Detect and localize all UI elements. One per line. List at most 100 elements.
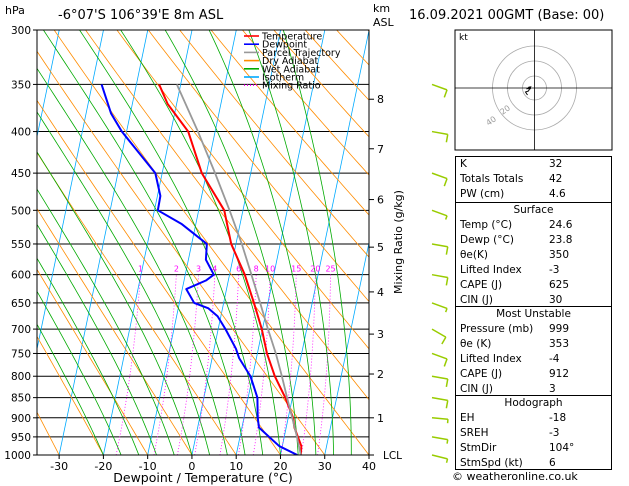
surface-row: Temp (°C) 24.6 xyxy=(456,218,611,233)
mixing-ratio-label: 2 xyxy=(174,265,179,274)
wind-barb xyxy=(431,172,448,187)
mixing-ratio-label: 10 xyxy=(265,265,275,274)
km-tick-label: 1 xyxy=(377,412,384,425)
most-unstable-value: -4 xyxy=(549,353,560,365)
x-tick-label: -30 xyxy=(50,460,68,473)
wind-barb xyxy=(431,375,449,388)
pressure-tick-label: 800 xyxy=(11,371,31,383)
index-label: PW (cm) xyxy=(460,188,505,200)
x-tick-label: 20 xyxy=(273,460,287,473)
wet-adiabat-line xyxy=(120,30,281,455)
lcl-label: LCL xyxy=(383,450,402,462)
wind-barb xyxy=(431,396,449,409)
dry-adiabat-line xyxy=(242,30,369,176)
most-unstable-label: Pressure (mb) xyxy=(460,323,534,335)
most-unstable-label: θe (K) xyxy=(460,338,492,350)
surface-table: Surface Temp (°C) 24.6 Dewp (°C) 23.8 θe(K) 3… xyxy=(455,202,612,307)
mixing-ratio-label: 20 xyxy=(310,265,320,274)
copyright-footer: © weatheronline.co.uk xyxy=(452,470,578,483)
pressure-tick-label: 900 xyxy=(11,413,31,425)
isotherm-line xyxy=(280,30,369,455)
surface-label: Temp (°C) xyxy=(460,219,513,231)
dry-adiabat-line xyxy=(37,335,104,455)
hodograph-value: 6 xyxy=(549,457,556,469)
wet-adiabat-line xyxy=(164,30,299,455)
index-row: K 32 xyxy=(456,157,611,172)
surface-row: θe(K) 350 xyxy=(456,248,611,263)
legend-label: Dry Adiabat xyxy=(262,56,319,67)
wind-barb xyxy=(431,352,448,367)
surface-label: θe(K) xyxy=(460,249,488,261)
wet-adiabat-line xyxy=(37,188,175,455)
mixing-ratio-line xyxy=(317,274,331,455)
wet-adiabat-line xyxy=(37,257,140,455)
wind-barb xyxy=(431,302,448,313)
hodograph-unit-label: kt xyxy=(459,33,468,43)
hodograph-value: 104° xyxy=(549,442,575,454)
dry-adiabat-line xyxy=(37,99,281,455)
wet-adiabat-line xyxy=(37,290,122,455)
pressure-tick-label: 350 xyxy=(11,79,31,91)
isotherm-line xyxy=(37,30,60,139)
surface-title: Surface xyxy=(513,204,554,216)
isotherm-line xyxy=(103,30,193,455)
hodograph-table-title: Hodograph xyxy=(504,397,563,409)
wind-barb xyxy=(431,454,449,463)
legend-label: Mixing Ratio xyxy=(262,81,321,92)
hodograph-row: StmDir 104° xyxy=(456,441,611,456)
pressure-tick-label: 450 xyxy=(11,168,31,180)
wind-barb xyxy=(431,273,449,286)
dry-adiabat-line xyxy=(37,50,326,455)
hodograph-row: StmSpd (kt) 6 xyxy=(456,456,611,471)
km-tick-label: 4 xyxy=(377,286,384,299)
x-tick-label: 10 xyxy=(229,460,243,473)
most-unstable-row: θe (K) 353 xyxy=(456,337,611,352)
mixing-ratio-label: 1 xyxy=(138,265,143,274)
wind-barb xyxy=(431,417,449,424)
surface-value: 30 xyxy=(549,294,563,306)
surface-row: CIN (J) 30 xyxy=(456,293,611,308)
dry-adiabat-line xyxy=(116,30,369,350)
most-unstable-value: 3 xyxy=(549,383,556,395)
wind-barb xyxy=(431,83,448,98)
wet-adiabat-line xyxy=(79,30,264,455)
km-tick-label: 7 xyxy=(377,143,384,156)
pressure-tick-label: 950 xyxy=(11,432,31,444)
asl-unit-label: ASL xyxy=(373,16,395,29)
x-tick-label: 0 xyxy=(188,460,195,473)
x-tick-label: -20 xyxy=(94,460,112,473)
legend-label: Dewpoint xyxy=(262,40,307,51)
surface-label: Lifted Index xyxy=(460,264,522,276)
most-unstable-value: 353 xyxy=(549,338,570,350)
hodograph-table: Hodograph EH -18 SREH -3 StmDir 104° StmSpd (k… xyxy=(455,395,612,470)
isotherm-line xyxy=(324,240,369,455)
index-label: Totals Totals xyxy=(460,173,524,185)
wind-barb xyxy=(431,243,449,255)
legend-label: Wet Adiabat xyxy=(262,64,320,75)
mixing-ratio-line xyxy=(252,274,271,455)
hodograph-row: EH -18 xyxy=(456,411,611,426)
mixing-ratio-line xyxy=(115,274,141,455)
wind-barb xyxy=(431,436,449,444)
km-tick-label: 8 xyxy=(377,93,384,106)
surface-value: 24.6 xyxy=(549,219,573,231)
most-unstable-label: CAPE (J) xyxy=(460,368,503,380)
mixing-ratio-line xyxy=(300,274,316,455)
km-unit-label: km xyxy=(373,2,390,15)
isotherm-line xyxy=(235,30,326,455)
mixing-ratio-label: 6 xyxy=(236,265,241,274)
mixing-ratio-line xyxy=(176,274,199,455)
legend-label: Isotherm xyxy=(262,73,304,84)
index-label: K xyxy=(460,158,467,170)
surface-row: Dewp (°C) 23.8 xyxy=(456,233,611,248)
hodograph-value: -18 xyxy=(549,412,567,424)
x-axis-label: Dewpoint / Temperature (°C) xyxy=(113,470,292,485)
wet-adiabat-line xyxy=(37,67,228,455)
index-row: PW (cm) 4.6 xyxy=(456,187,611,202)
mixing-ratio-label: 4 xyxy=(212,265,217,274)
surface-value: 625 xyxy=(549,279,570,291)
surface-row: Lifted Index -3 xyxy=(456,263,611,278)
most-unstable-value: 912 xyxy=(549,368,570,380)
